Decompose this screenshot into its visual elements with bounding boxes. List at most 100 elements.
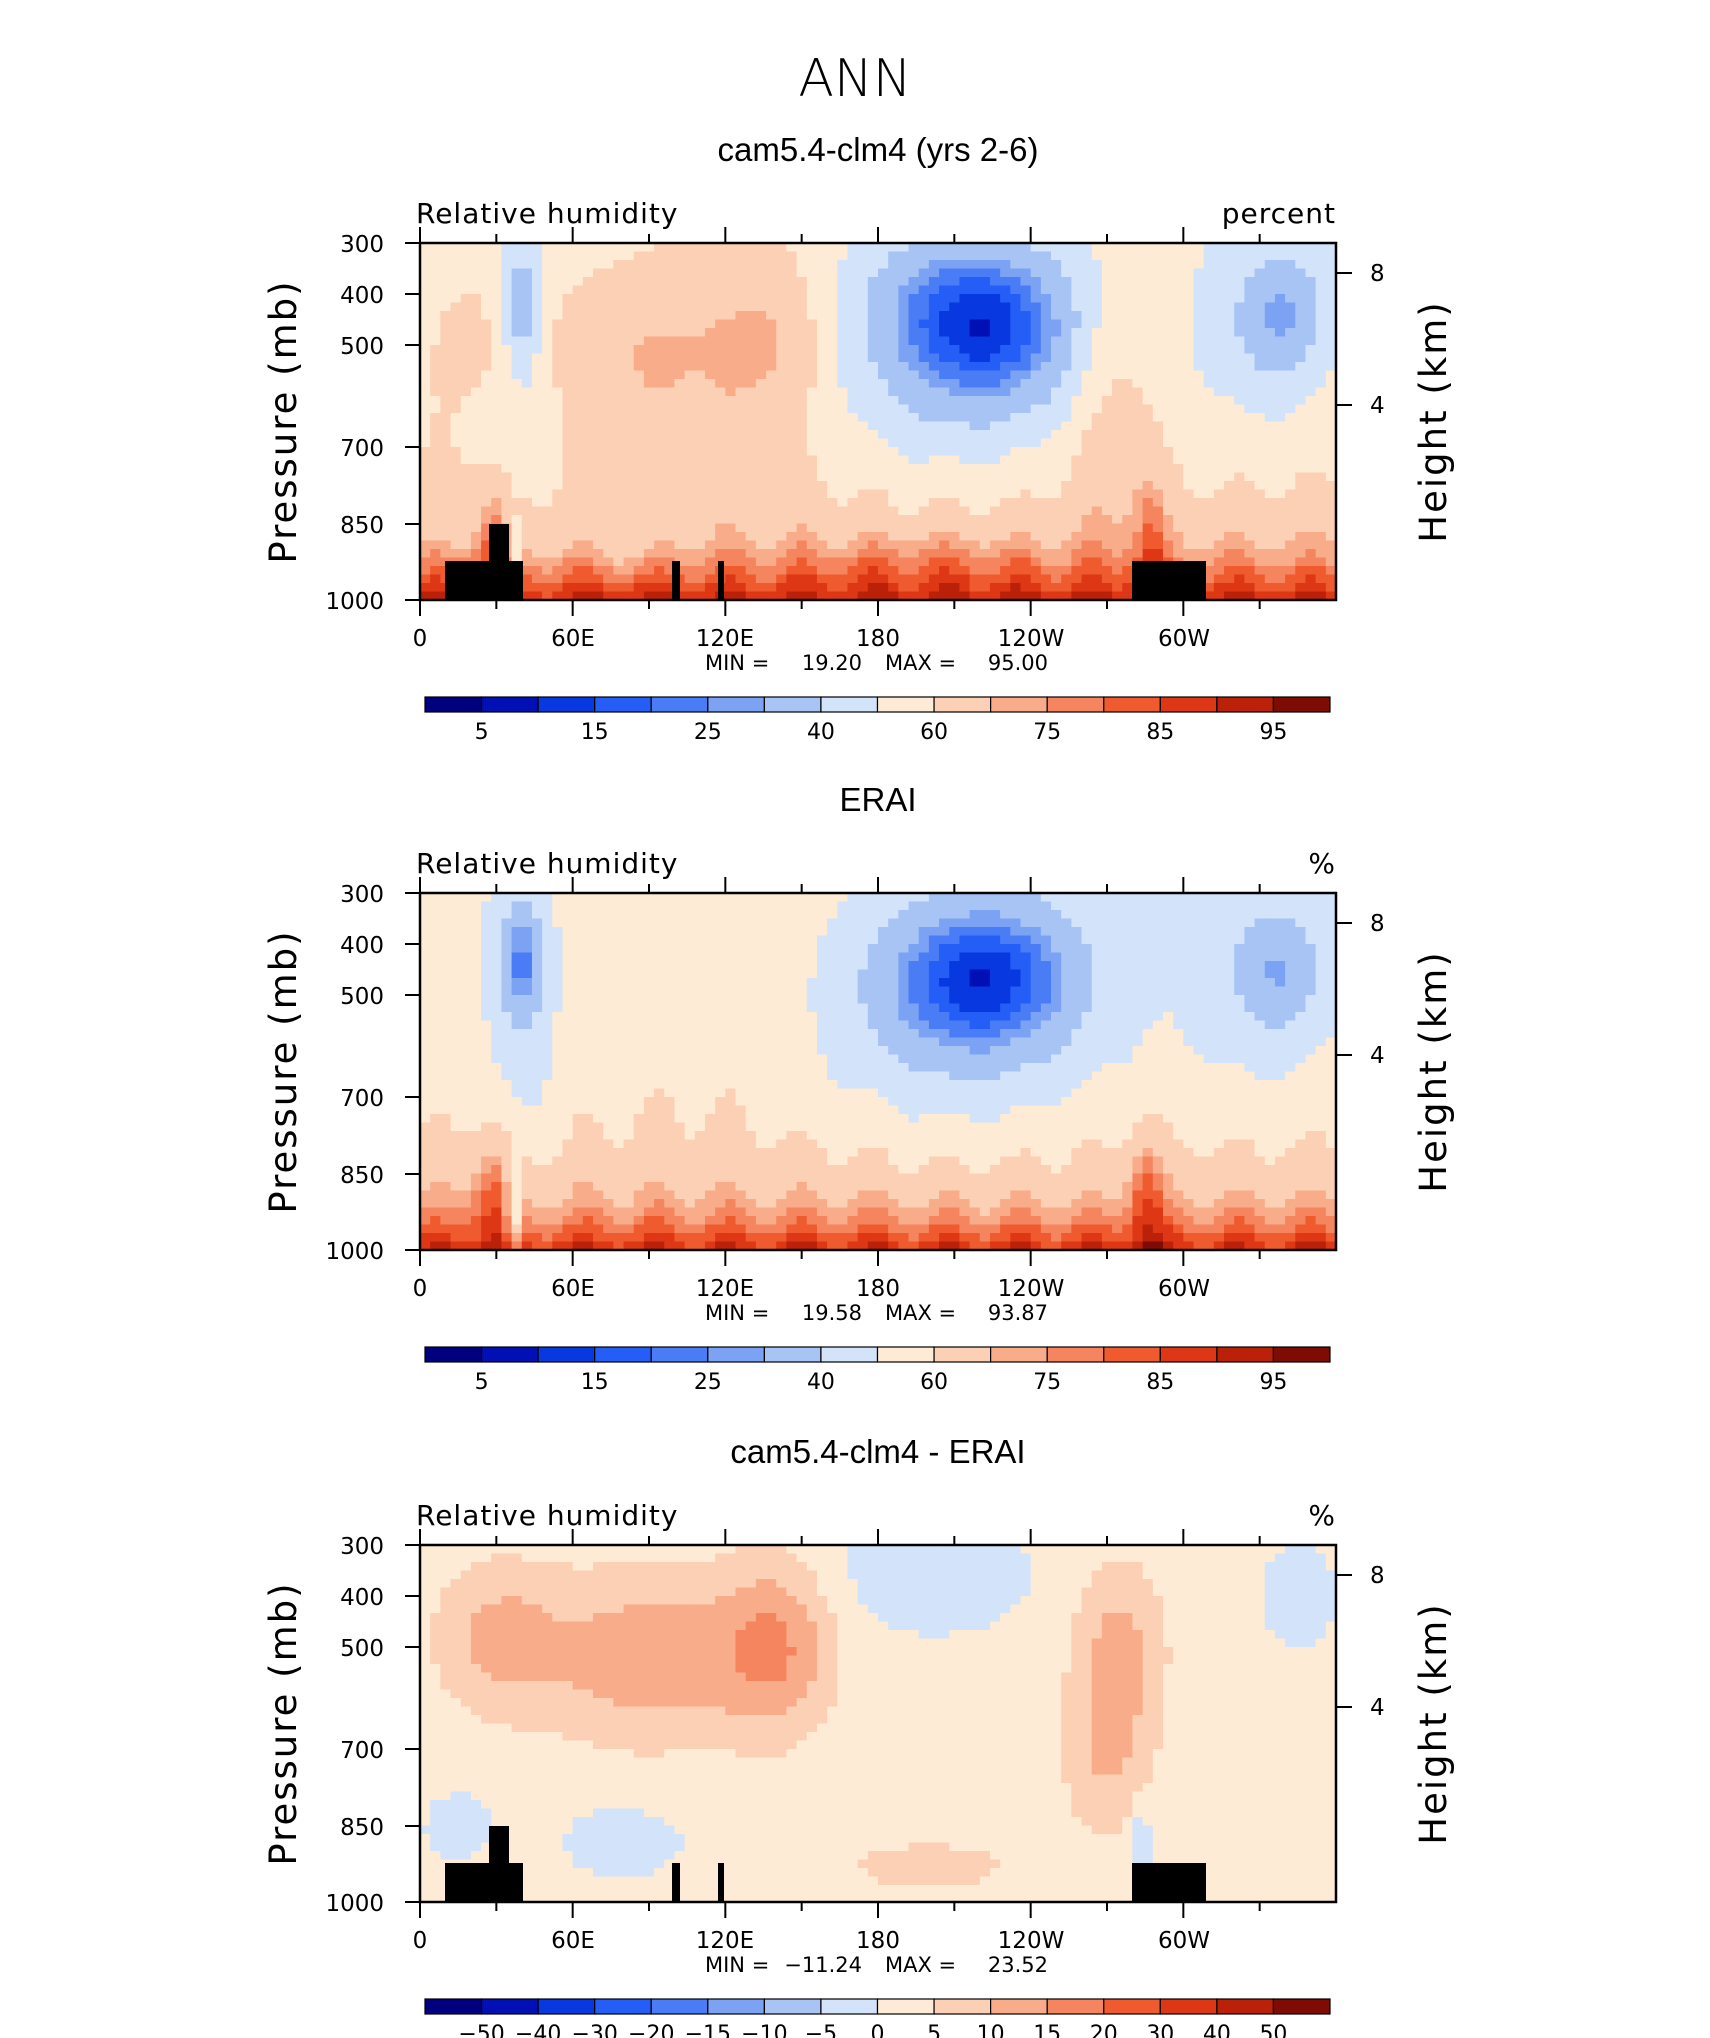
- field-cell: [1305, 319, 1317, 329]
- field-cell: [643, 345, 655, 355]
- field-cell: [562, 455, 574, 465]
- field-cell: [1315, 583, 1327, 593]
- field-cell: [481, 978, 492, 988]
- field-cell: [786, 251, 798, 261]
- field-cell: [1040, 362, 1052, 372]
- field-cell: [1295, 379, 1307, 389]
- field-cell: [1091, 421, 1103, 431]
- field-cell: [857, 506, 869, 516]
- field-cell: [643, 421, 655, 431]
- field-cell: [979, 455, 991, 465]
- field-cell: [1020, 515, 1032, 525]
- field-cell: [542, 336, 553, 346]
- field-cell: [1305, 540, 1317, 550]
- field-cell: [1203, 345, 1215, 355]
- field-cell: [725, 370, 737, 380]
- field-cell: [918, 294, 930, 304]
- field-cell: [827, 986, 838, 996]
- field-cell: [1213, 532, 1225, 542]
- field-cell: [1183, 396, 1195, 406]
- field-cell: [684, 918, 696, 928]
- field-cell: [989, 489, 1001, 499]
- field-cell: [847, 464, 859, 474]
- field-cell: [613, 927, 625, 937]
- field-cell: [1091, 387, 1103, 397]
- field-cell: [1285, 260, 1296, 270]
- field-cell: [1305, 918, 1317, 928]
- field-cell: [918, 523, 930, 533]
- field-cell: [1081, 952, 1093, 962]
- field-cell: [572, 472, 584, 482]
- field-cell: [1305, 421, 1317, 431]
- field-cell: [1213, 260, 1225, 270]
- field-cell: [1183, 961, 1195, 971]
- field-cell: [552, 489, 564, 499]
- field-cell: [1295, 345, 1307, 355]
- field-cell: [511, 260, 523, 270]
- field-cell: [1305, 353, 1317, 363]
- field-cell: [521, 515, 533, 525]
- field-cell: [755, 294, 767, 304]
- field-cell: [1325, 277, 1337, 287]
- field-cell: [918, 969, 930, 979]
- field-cell: [776, 370, 787, 380]
- field-cell: [1020, 455, 1032, 465]
- field-cell: [928, 952, 940, 962]
- field-cell: [511, 901, 523, 911]
- field-cell: [593, 557, 604, 567]
- field-cell: [420, 978, 431, 988]
- field-cell: [562, 243, 574, 253]
- field-cell: [470, 370, 482, 380]
- field-cell: [1071, 328, 1083, 338]
- field-cell: [806, 532, 818, 542]
- field-cell: [623, 557, 635, 567]
- field-cell: [694, 515, 706, 525]
- field-cell: [715, 532, 726, 542]
- field-cell: [654, 901, 665, 911]
- field-cell: [542, 311, 553, 321]
- field-cell: [521, 294, 533, 304]
- field-cell: [979, 438, 991, 448]
- field-cell: [694, 893, 706, 903]
- field-cell: [1112, 961, 1123, 971]
- field-cell: [928, 353, 940, 363]
- field-cell: [1162, 515, 1174, 525]
- field-cell: [776, 961, 787, 971]
- field-cell: [1112, 379, 1123, 389]
- field-cell: [552, 455, 564, 465]
- field-cell: [582, 540, 594, 550]
- field-cell: [1020, 251, 1032, 261]
- field-cell: [572, 523, 584, 533]
- field-cell: [928, 540, 940, 550]
- field-cell: [745, 311, 757, 321]
- field-cell: [1122, 532, 1134, 542]
- field-cell: [684, 549, 696, 559]
- field-cell: [1061, 574, 1072, 584]
- field-cell: [735, 523, 747, 533]
- field-cell: [1051, 583, 1062, 593]
- field-cell: [593, 583, 604, 593]
- field-cell: [704, 370, 716, 380]
- field-cell: [511, 918, 523, 928]
- field-cell: [531, 591, 543, 601]
- field-cell: [888, 319, 899, 329]
- field-cell: [766, 455, 777, 465]
- field-cell: [1173, 251, 1184, 261]
- field-cell: [430, 978, 441, 988]
- field-cell: [531, 566, 543, 576]
- field-cell: [1061, 447, 1072, 457]
- field-cell: [1173, 927, 1184, 937]
- field-cell: [1325, 438, 1337, 448]
- field-cell: [1071, 438, 1083, 448]
- field-cell: [766, 910, 777, 920]
- field-cell: [898, 901, 910, 911]
- field-cell: [1315, 944, 1327, 954]
- field-cell: [1193, 345, 1205, 355]
- field-cell: [806, 353, 818, 363]
- field-cell: [511, 523, 523, 533]
- field-cell: [542, 978, 553, 988]
- field-cell: [704, 901, 716, 911]
- field-cell: [816, 910, 828, 920]
- field-cell: [491, 969, 503, 979]
- field-cell: [745, 302, 757, 312]
